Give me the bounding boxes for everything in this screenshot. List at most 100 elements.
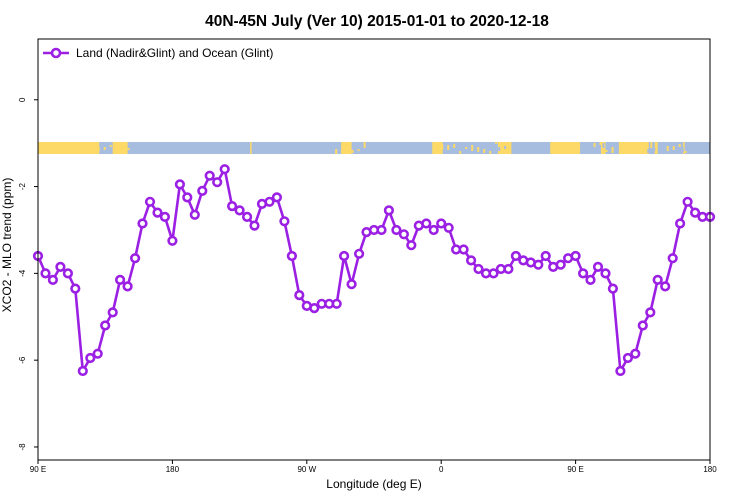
coastline-speckle xyxy=(468,142,471,146)
x-tick-label: 90 E xyxy=(30,465,46,474)
data-point xyxy=(660,281,671,292)
data-point xyxy=(242,211,253,222)
y-tick-label: -2 xyxy=(18,182,27,190)
coastline-speckle xyxy=(644,142,647,144)
coastline-speckle xyxy=(444,146,447,149)
data-point xyxy=(607,283,619,294)
coastline-speckle xyxy=(650,142,653,148)
coastline-speckle xyxy=(653,148,656,151)
y-tick-label: 0 xyxy=(18,97,27,102)
y-tick-label: -8 xyxy=(18,443,27,451)
land-segment xyxy=(618,142,649,154)
coastline-speckle xyxy=(456,148,459,154)
x-axis: 90 E 180 90 W 0 90 E 180 xyxy=(30,460,717,474)
data-point xyxy=(570,250,581,262)
data-point xyxy=(652,274,663,286)
data-point xyxy=(331,298,342,309)
coastline-speckle xyxy=(593,143,596,147)
coastline-speckle xyxy=(483,149,486,153)
data-point xyxy=(152,207,163,218)
data-point xyxy=(645,307,656,318)
data-point xyxy=(144,196,156,207)
data-point xyxy=(533,259,544,270)
land-segment xyxy=(250,142,252,154)
data-point xyxy=(92,348,103,359)
data-point xyxy=(443,222,454,233)
coastline-speckle xyxy=(492,148,495,153)
data-point xyxy=(159,211,170,222)
coastline-speckle xyxy=(672,146,675,150)
coastline-speckle xyxy=(447,145,450,150)
data-point xyxy=(458,244,469,255)
data-point xyxy=(622,352,634,364)
data-point xyxy=(271,192,283,203)
data-point xyxy=(167,235,178,246)
data-point xyxy=(286,250,298,262)
coastline-speckle xyxy=(669,148,672,150)
data-point xyxy=(339,250,350,262)
data-point xyxy=(667,253,678,264)
data-point xyxy=(555,259,566,270)
land-segment xyxy=(38,142,100,154)
data-point xyxy=(354,248,365,259)
coastline-speckle xyxy=(498,147,501,151)
data-point xyxy=(70,283,81,294)
legend-marker-swatch xyxy=(50,47,62,59)
coastline-speckle xyxy=(501,146,504,152)
plot-frame xyxy=(37,38,711,461)
coastline-speckle xyxy=(335,149,338,154)
coastline-speckle xyxy=(357,149,360,151)
data-point xyxy=(40,268,51,279)
legend-label: Land (Nadir&Glint) and Ocean (Glint) xyxy=(76,46,273,60)
land-segment xyxy=(112,142,128,154)
data-point xyxy=(130,253,141,264)
data-point xyxy=(107,307,118,318)
coastline-speckle xyxy=(103,147,106,150)
coastline-speckle xyxy=(504,146,507,149)
y-tick-label: -6 xyxy=(18,356,27,364)
data-point xyxy=(346,279,357,290)
coastline-speckle xyxy=(675,148,678,154)
legend: Land (Nadir&Glint) and Ocean (Glint) xyxy=(43,46,273,60)
data-point xyxy=(540,250,551,262)
data-point xyxy=(488,268,499,279)
data-point xyxy=(227,201,238,212)
coastline-speckle xyxy=(441,144,444,150)
series-markers xyxy=(32,164,716,377)
data-point xyxy=(219,164,230,175)
data-point xyxy=(473,263,484,275)
data-point xyxy=(674,218,686,229)
data-point xyxy=(682,196,693,207)
data-point xyxy=(204,170,215,181)
data-point xyxy=(137,218,148,229)
data-point xyxy=(234,205,245,216)
data-point xyxy=(428,224,439,236)
data-point xyxy=(114,274,126,286)
coastline-speckle xyxy=(354,147,357,152)
x-tick-label: 180 xyxy=(703,465,717,474)
data-point xyxy=(383,205,395,216)
coastline-speckle xyxy=(474,146,477,149)
land-segment xyxy=(683,142,685,154)
coastline-speckle xyxy=(666,146,669,151)
coastline-speckle xyxy=(647,149,650,153)
coastline-speckle xyxy=(681,147,684,152)
data-point xyxy=(466,255,477,266)
data-point xyxy=(510,250,522,262)
coastline-speckle xyxy=(684,151,687,153)
coastline-speckle xyxy=(106,146,109,151)
coastline-speckle xyxy=(97,147,100,151)
coastline-speckle xyxy=(471,145,474,151)
coastline-speckle xyxy=(596,143,599,149)
coastline-speckle xyxy=(480,150,483,152)
coastline-speckle xyxy=(109,145,112,147)
coastline-speckle xyxy=(462,146,465,151)
data-point xyxy=(182,192,193,203)
coastline-speckle xyxy=(489,151,492,154)
coastline-speckle xyxy=(608,150,611,154)
data-point xyxy=(398,229,410,240)
coastline-speckle xyxy=(130,144,133,148)
coastline-speckle xyxy=(495,142,498,144)
data-point xyxy=(85,352,96,364)
coastline-speckle xyxy=(599,142,602,145)
